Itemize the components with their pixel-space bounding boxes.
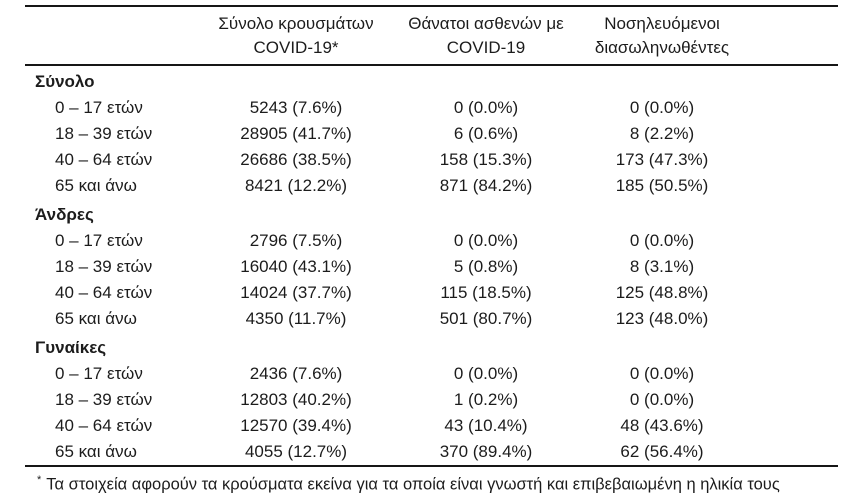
deaths-cell: 370 (89.4%) <box>439 442 533 461</box>
intubated-cell: 0 (0.0%) <box>629 231 695 250</box>
empty-cell <box>734 387 838 413</box>
header-row: Σύνολο κρουσμάτων COVID-19* Θάνατοι ασθε… <box>25 6 838 65</box>
empty-cell <box>734 228 838 254</box>
table-row: 0 – 17 ετών 2796 (7.5%) 0 (0.0%) 0 (0.0%… <box>25 228 838 254</box>
empty-cell <box>734 413 838 439</box>
empty-header-cell <box>25 6 210 65</box>
cases-cell: 14024 (37.7%) <box>240 283 352 302</box>
table-row: 18 – 39 ετών 28905 (41.7%) 6 (0.6%) 8 (2… <box>25 121 838 147</box>
age-label: 18 – 39 ετών <box>55 257 153 276</box>
intubated-cell: 8 (2.2%) <box>629 124 695 143</box>
empty-cell <box>734 280 838 306</box>
empty-cell <box>734 306 838 332</box>
intubated-cell: 125 (48.8%) <box>615 283 709 302</box>
report-table-page: Σύνολο κρουσμάτων COVID-19* Θάνατοι ασθε… <box>25 5 838 496</box>
table-row: 40 – 64 ετών 14024 (37.7%) 115 (18.5%) 1… <box>25 280 838 306</box>
empty-cell <box>734 254 838 280</box>
empty-cell <box>734 173 838 199</box>
table-row: 0 – 17 ετών 2436 (7.6%) 0 (0.0%) 0 (0.0%… <box>25 361 838 387</box>
cases-cell: 26686 (38.5%) <box>240 150 352 169</box>
age-label: 40 – 64 ετών <box>55 283 153 302</box>
cases-cell: 16040 (43.1%) <box>240 257 352 276</box>
age-label: 0 – 17 ετών <box>55 98 143 117</box>
deaths-cell: 158 (15.3%) <box>439 150 533 169</box>
cases-cell: 8421 (12.2%) <box>244 176 348 195</box>
table-row: 18 – 39 ετών 16040 (43.1%) 5 (0.8%) 8 (3… <box>25 254 838 280</box>
age-label: 65 και άνω <box>55 442 137 461</box>
covid-age-statistics-table: Σύνολο κρουσμάτων COVID-19* Θάνατοι ασθε… <box>25 5 838 467</box>
table-row: 40 – 64 ετών 26686 (38.5%) 158 (15.3%) 1… <box>25 147 838 173</box>
age-label: 18 – 39 ετών <box>55 124 153 143</box>
age-label: 40 – 64 ετών <box>55 150 153 169</box>
footnote-asterisk: * <box>37 474 42 486</box>
age-label: 65 και άνω <box>55 309 137 328</box>
section-header-row-women: Γυναίκες <box>25 332 838 361</box>
col-header-intubated: Νοσηλευόμενοι διασωληνωθέντες <box>594 14 730 57</box>
cases-cell: 12570 (39.4%) <box>240 416 352 435</box>
section-label-total: Σύνολο <box>35 72 95 91</box>
deaths-cell: 0 (0.0%) <box>453 98 519 117</box>
intubated-cell: 0 (0.0%) <box>629 98 695 117</box>
table-row: 65 και άνω 8421 (12.2%) 871 (84.2%) 185 … <box>25 173 838 199</box>
intubated-cell: 123 (48.0%) <box>615 309 709 328</box>
table-row: 65 και άνω 4055 (12.7%) 370 (89.4%) 62 (… <box>25 439 838 466</box>
intubated-cell: 0 (0.0%) <box>629 364 695 383</box>
cases-cell: 2796 (7.5%) <box>249 231 343 250</box>
deaths-cell: 501 (80.7%) <box>439 309 533 328</box>
deaths-cell: 0 (0.0%) <box>453 231 519 250</box>
intubated-cell: 48 (43.6%) <box>620 416 704 435</box>
table-row: 0 – 17 ετών 5243 (7.6%) 0 (0.0%) 0 (0.0%… <box>25 95 838 121</box>
empty-cell <box>734 95 838 121</box>
section-header-row-total: Σύνολο <box>25 65 838 95</box>
col-header-cases: Σύνολο κρουσμάτων COVID-19* <box>218 14 374 57</box>
age-label: 0 – 17 ετών <box>55 364 143 383</box>
age-label: 65 και άνω <box>55 176 137 195</box>
deaths-cell: 5 (0.8%) <box>453 257 519 276</box>
cases-cell: 2436 (7.6%) <box>249 364 343 383</box>
empty-cell <box>734 439 838 466</box>
table-row: 18 – 39 ετών 12803 (40.2%) 1 (0.2%) 0 (0… <box>25 387 838 413</box>
deaths-cell: 871 (84.2%) <box>439 176 533 195</box>
age-label: 18 – 39 ετών <box>55 390 153 409</box>
deaths-cell: 1 (0.2%) <box>453 390 519 409</box>
deaths-cell: 0 (0.0%) <box>453 364 519 383</box>
empty-cell <box>734 361 838 387</box>
cases-cell: 5243 (7.6%) <box>249 98 343 117</box>
section-label-men: Άνδρες <box>35 205 94 224</box>
intubated-cell: 62 (56.4%) <box>620 442 704 461</box>
empty-cell <box>734 147 838 173</box>
deaths-cell: 43 (10.4%) <box>444 416 528 435</box>
age-label: 0 – 17 ετών <box>55 231 143 250</box>
intubated-cell: 173 (47.3%) <box>615 150 709 169</box>
empty-header-cell <box>734 6 838 65</box>
deaths-cell: 6 (0.6%) <box>453 124 519 143</box>
cases-cell: 4055 (12.7%) <box>244 442 348 461</box>
intubated-cell: 8 (3.1%) <box>629 257 695 276</box>
cases-cell: 4350 (11.7%) <box>245 309 347 328</box>
table-row: 65 και άνω 4350 (11.7%) 501 (80.7%) 123 … <box>25 306 838 332</box>
footnote: * Τα στοιχεία αφορούν τα κρούσματα εκείνα… <box>25 469 838 496</box>
section-header-row-men: Άνδρες <box>25 199 838 228</box>
cases-cell: 28905 (41.7%) <box>240 124 352 143</box>
col-header-deaths: Θάνατοι ασθενών με COVID-19 <box>408 14 564 57</box>
age-label: 40 – 64 ετών <box>55 416 153 435</box>
intubated-cell: 185 (50.5%) <box>615 176 709 195</box>
deaths-cell: 115 (18.5%) <box>440 283 532 302</box>
empty-cell <box>734 121 838 147</box>
cases-cell: 12803 (40.2%) <box>240 390 352 409</box>
section-label-women: Γυναίκες <box>35 338 107 357</box>
intubated-cell: 0 (0.0%) <box>629 390 695 409</box>
table-row: 40 – 64 ετών 12570 (39.4%) 43 (10.4%) 48… <box>25 413 838 439</box>
footnote-text: Τα στοιχεία αφορούν τα κρούσματα εκείνα … <box>46 475 780 494</box>
